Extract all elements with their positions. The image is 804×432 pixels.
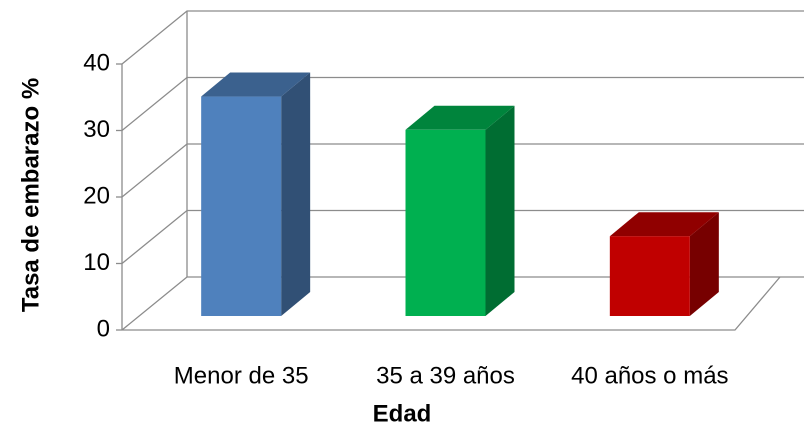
- grid-line: [121, 10, 804, 65]
- bar-top: [609, 212, 719, 237]
- bar-top: [405, 105, 515, 130]
- grid-line: [121, 276, 804, 331]
- grid-line: [121, 209, 804, 265]
- y-tick-label: 0: [97, 315, 110, 342]
- floor: [122, 276, 781, 331]
- bar: [609, 236, 690, 316]
- x-tick-label: 35 a 39 años: [376, 362, 515, 389]
- bar-side: [485, 105, 515, 316]
- x-axis-label: Edad: [373, 400, 432, 427]
- bar: [405, 129, 486, 316]
- grid-line: [121, 143, 804, 198]
- bar-top: [201, 72, 311, 97]
- y-tick-label: 20: [83, 182, 110, 209]
- bar: [201, 96, 282, 316]
- y-tick-label: 40: [83, 49, 110, 76]
- y-axis-label: Tasa de embarazo %: [17, 78, 44, 312]
- bar-side: [689, 212, 719, 316]
- grid-line: [121, 76, 804, 132]
- x-tick-label: Menor de 35: [174, 362, 309, 389]
- y-tick-label: 10: [83, 249, 110, 276]
- x-tick-label: 40 años o más: [571, 362, 728, 389]
- y-tick-label: 30: [83, 116, 110, 143]
- bar-side: [281, 72, 311, 316]
